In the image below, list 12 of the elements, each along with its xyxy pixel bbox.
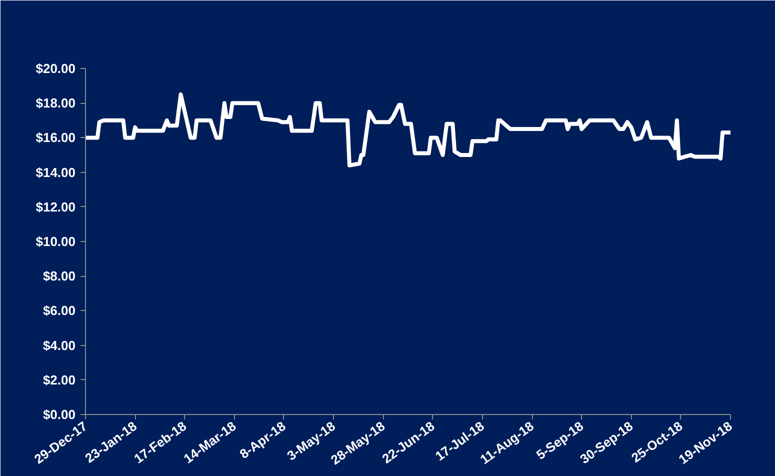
y-tick-label: $10.00 [36,234,76,249]
y-tick-label: $0.00 [42,407,76,422]
line-series [86,92,730,168]
y-tick-label: $6.00 [42,303,76,318]
y-tick-label: $4.00 [42,338,76,353]
y-tick-label: $2.00 [42,372,76,388]
y-tick-label: $12.00 [36,199,76,214]
y-tick-label: $8.00 [42,268,76,284]
y-tick-label: $14.00 [36,164,76,180]
y-tick-label: $20.00 [36,61,76,76]
y-tick-label: $18.00 [36,96,76,111]
y-tick-label: $16.00 [36,130,76,146]
